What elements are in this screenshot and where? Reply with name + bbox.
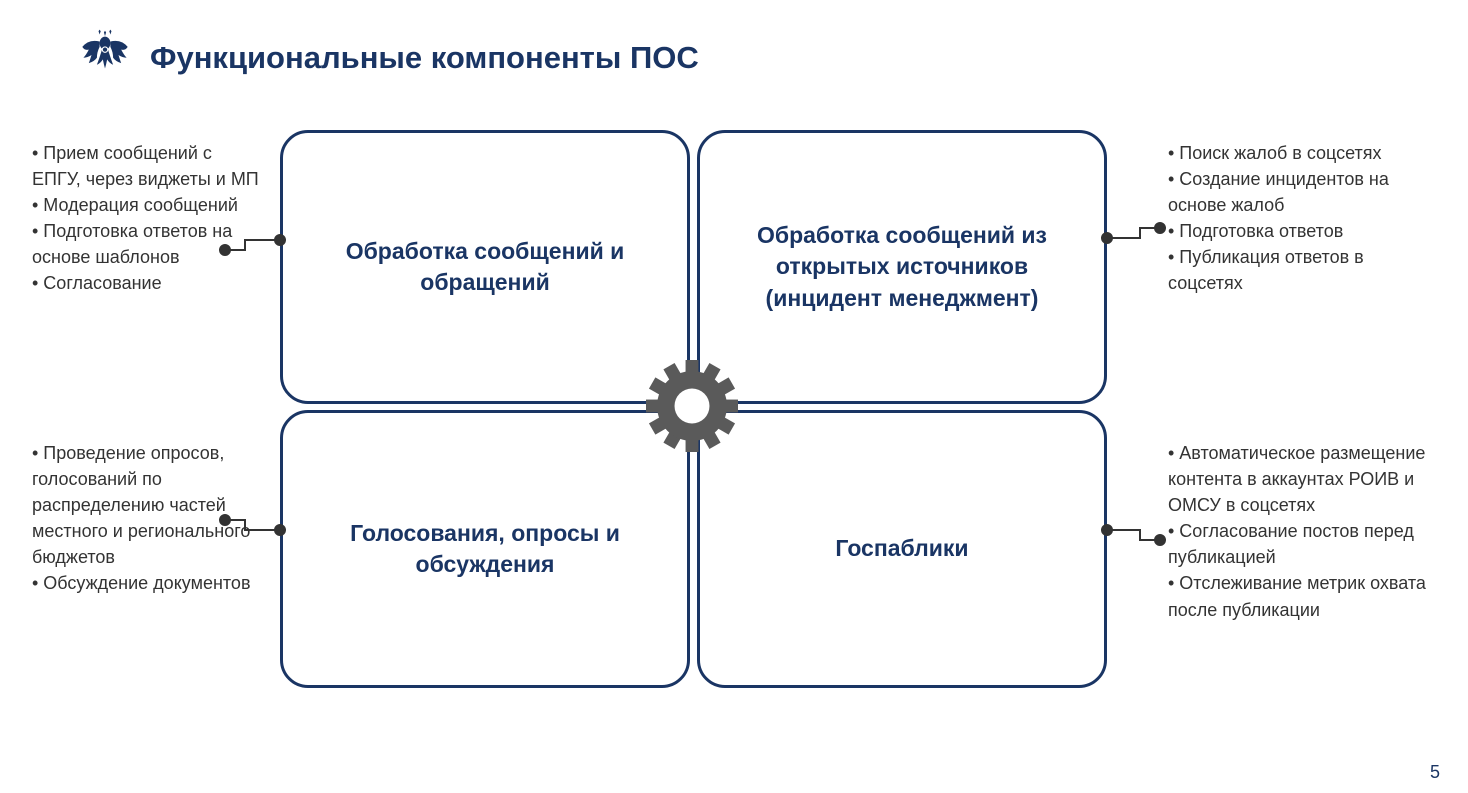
- bullet-item: • Отслеживание метрик охвата после публи…: [1168, 570, 1428, 622]
- gear-icon: [646, 360, 738, 452]
- quadrant-top-right: Обработка сообщений из открытых источник…: [697, 130, 1107, 404]
- bullet-item: • Проведение опросов, голосований по рас…: [32, 440, 260, 570]
- quadrant-label: Голосования, опросы и обсуждения: [311, 518, 659, 580]
- quadrant-bottom-right: Госпаблики: [697, 410, 1107, 688]
- quadrant-label: Обработка сообщений из открытых источник…: [728, 220, 1076, 313]
- connector-top-right: [1099, 220, 1168, 246]
- bullet-item: • Публикация ответов в соцсетях: [1168, 244, 1408, 296]
- bullet-item: • Прием сообщений с ЕПГУ, через виджеты …: [32, 140, 260, 192]
- bullets-bottom-right: • Автоматическое размещение контента в а…: [1168, 440, 1428, 623]
- quadrant-label: Обработка сообщений и обращений: [311, 236, 659, 298]
- bullet-item: • Создание инцидентов на основе жалоб: [1168, 166, 1408, 218]
- connector-top-left: [217, 232, 288, 258]
- bullets-top-left: • Прием сообщений с ЕПГУ, через виджеты …: [32, 140, 260, 297]
- diagram: Обработка сообщений и обращений • Прием …: [0, 110, 1468, 753]
- bullet-item: • Модерация сообщений: [32, 192, 260, 218]
- connector-bottom-right: [1099, 522, 1168, 548]
- bullets-top-right: • Поиск жалоб в соцсетях• Создание инцид…: [1168, 140, 1408, 297]
- bullet-item: • Согласование постов перед публикацией: [1168, 518, 1428, 570]
- page-number: 5: [1430, 762, 1440, 783]
- header: Функциональные компоненты ПОС: [0, 0, 1468, 87]
- bullet-item: • Согласование: [32, 270, 260, 296]
- quadrant-bottom-left: Голосования, опросы и обсуждения: [280, 410, 690, 688]
- page-title: Функциональные компоненты ПОС: [150, 40, 699, 76]
- connector-bottom-left: [217, 512, 288, 538]
- quadrant-label: Госпаблики: [835, 533, 968, 564]
- bullet-item: • Обсуждение документов: [32, 570, 260, 596]
- bullet-item: • Поиск жалоб в соцсетях: [1168, 140, 1408, 166]
- bullet-item: • Подготовка ответов: [1168, 218, 1408, 244]
- bullet-item: • Автоматическое размещение контента в а…: [1168, 440, 1428, 518]
- eagle-emblem-icon: [78, 28, 132, 87]
- quadrant-top-left: Обработка сообщений и обращений: [280, 130, 690, 404]
